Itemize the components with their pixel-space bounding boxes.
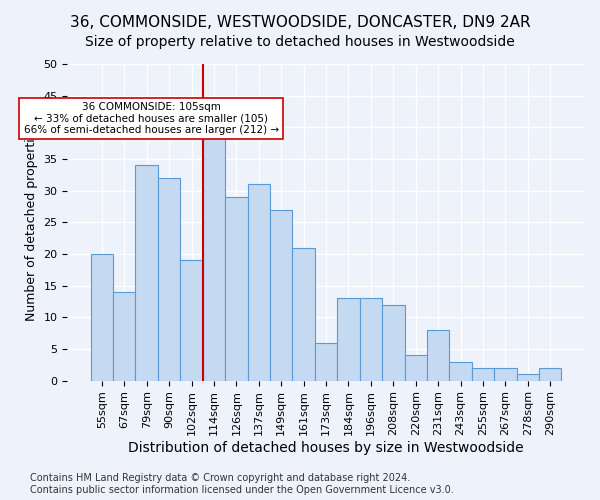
Text: Size of property relative to detached houses in Westwoodside: Size of property relative to detached ho… [85, 35, 515, 49]
Bar [539, 368, 562, 380]
Text: Contains HM Land Registry data © Crown copyright and database right 2024.
Contai: Contains HM Land Registry data © Crown c… [30, 474, 454, 495]
Bar [181, 260, 203, 380]
Bar [136, 166, 158, 380]
Bar [404, 356, 427, 380]
Bar [113, 292, 136, 380]
Bar [315, 342, 337, 380]
Text: 36 COMMONSIDE: 105sqm
← 33% of detached houses are smaller (105)
66% of semi-det: 36 COMMONSIDE: 105sqm ← 33% of detached … [23, 102, 279, 135]
Text: 36, COMMONSIDE, WESTWOODSIDE, DONCASTER, DN9 2AR: 36, COMMONSIDE, WESTWOODSIDE, DONCASTER,… [70, 15, 530, 30]
Bar [91, 254, 113, 380]
Bar [359, 298, 382, 380]
Bar [225, 197, 248, 380]
Bar [270, 210, 292, 380]
X-axis label: Distribution of detached houses by size in Westwoodside: Distribution of detached houses by size … [128, 441, 524, 455]
Bar [248, 184, 270, 380]
Bar [494, 368, 517, 380]
Y-axis label: Number of detached properties: Number of detached properties [25, 124, 38, 321]
Bar [382, 304, 404, 380]
Bar [517, 374, 539, 380]
Bar [449, 362, 472, 380]
Bar [427, 330, 449, 380]
Bar [292, 248, 315, 380]
Bar [337, 298, 359, 380]
Bar [203, 128, 225, 380]
Bar [158, 178, 181, 380]
Bar [472, 368, 494, 380]
